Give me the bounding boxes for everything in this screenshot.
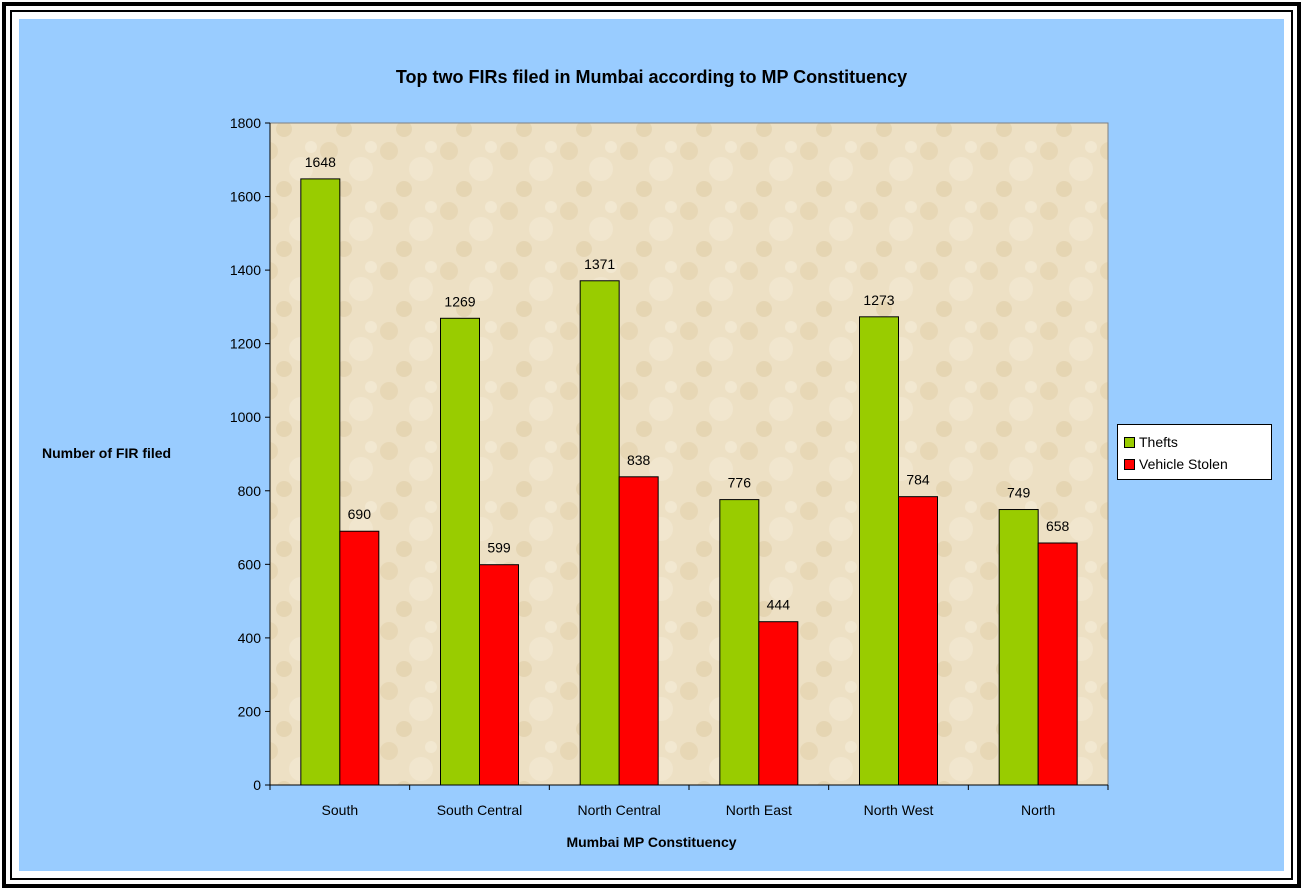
data-label: 599 [487, 540, 511, 556]
data-label: 1273 [863, 292, 894, 308]
y-axis-label: Number of FIR filed [42, 445, 172, 461]
legend: Thefts Vehicle Stolen [1117, 424, 1272, 480]
bar-thefts [579, 280, 620, 786]
y-tick-label: 1400 [230, 262, 261, 278]
y-tick-label: 0 [253, 777, 261, 793]
legend-swatch-vehicle-stolen [1124, 458, 1135, 470]
data-label: 838 [627, 452, 651, 468]
data-label: 444 [767, 597, 791, 613]
data-labels: 1648 690 1269 599 1371 838 776 444 1273 784 749 658 [305, 154, 1070, 613]
legend-item-vehicle-stolen: Vehicle Stolen [1124, 455, 1228, 473]
y-tick-label: 1000 [230, 409, 261, 425]
y-tick-label: 400 [238, 630, 262, 646]
x-tick-label: North West [864, 802, 934, 818]
y-tick-label: 600 [238, 556, 262, 572]
data-label: 776 [728, 475, 752, 491]
data-label: 1648 [305, 154, 336, 170]
bar-vehicle-stolen [758, 621, 799, 786]
bar-vehicle-stolen [339, 530, 380, 786]
plot-background [269, 122, 1109, 786]
legend-item-thefts: Thefts [1124, 433, 1178, 451]
y-tick-label: 1800 [230, 115, 261, 131]
bar-vehicle-stolen [479, 564, 519, 786]
data-label: 1269 [444, 293, 475, 309]
y-tick-label: 1200 [230, 336, 261, 352]
y-tick-label: 200 [238, 703, 262, 719]
x-tick-label: North [1021, 802, 1055, 818]
x-tick-label: South Central [437, 802, 523, 818]
x-tick-label: South [322, 802, 359, 818]
bar-thefts [859, 316, 899, 786]
plot-svg: 0 200 400 600 800 1000 1200 1400 1600 1800 South So… [230, 115, 1109, 818]
data-label: 749 [1007, 485, 1031, 501]
chart-area: Top two FIRs filed in Mumbai according t… [19, 19, 1284, 871]
y-tick-label: 1600 [230, 189, 261, 205]
x-tick-label: North East [726, 802, 792, 818]
chart-title: Top two FIRs filed in Mumbai according t… [395, 67, 908, 87]
data-label: 1371 [584, 256, 615, 272]
x-axis-label: Mumbai MP Constituency [566, 834, 737, 850]
data-label: 658 [1046, 518, 1070, 534]
bar-vehicle-stolen [898, 496, 938, 786]
bar-thefts [998, 509, 1039, 786]
bar-vehicle-stolen [1037, 542, 1078, 786]
legend-label-thefts: Thefts [1139, 434, 1178, 450]
x-tick-label: North Central [578, 802, 661, 818]
legend-swatch-thefts [1124, 436, 1135, 448]
bar-vehicle-stolen [618, 476, 659, 786]
axes: 0 200 400 600 800 1000 1200 1400 1600 1800 South So… [230, 115, 1109, 818]
y-tick-label: 800 [238, 483, 262, 499]
data-label: 784 [906, 472, 930, 488]
bar-thefts [719, 499, 760, 786]
data-label: 690 [348, 506, 372, 522]
legend-label-vehicle-stolen: Vehicle Stolen [1139, 456, 1228, 472]
bar-thefts [300, 178, 341, 786]
bar-thefts [440, 317, 480, 786]
bars [300, 178, 1078, 786]
